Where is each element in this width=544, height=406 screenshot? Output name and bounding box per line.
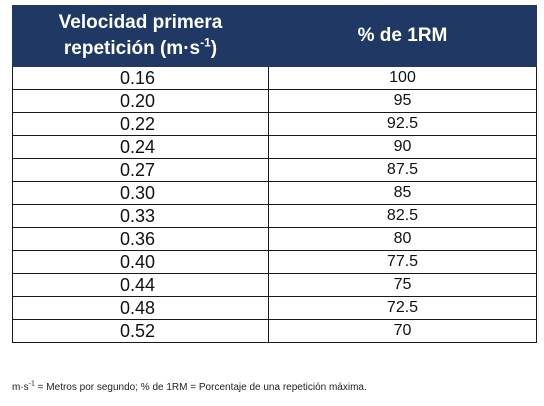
- header-row: Velocidad primera repetición (m·s-1) % de…: [12, 5, 537, 67]
- percent-cell: 75: [268, 273, 537, 297]
- percent-cell: 70: [268, 319, 537, 343]
- footnote: m·s-1 = Metros por segundo; % de 1RM = P…: [12, 380, 367, 393]
- table-row: 0.36 80: [12, 227, 537, 251]
- velocity-cell: 0.44: [12, 273, 269, 297]
- table-row: 0.44 75: [12, 273, 537, 297]
- velocity-cell: 0.52: [12, 319, 269, 343]
- velocity-cell: 0.20: [12, 89, 269, 113]
- velocity-cell: 0.24: [12, 135, 269, 159]
- table-row: 0.40 77.5: [12, 250, 537, 274]
- percent-cell: 100: [268, 66, 537, 90]
- velocity-cell: 0.48: [12, 296, 269, 320]
- percent-cell: 87.5: [268, 158, 537, 182]
- table-header: Velocidad primera repetición (m·s-1) % de…: [12, 5, 537, 67]
- table-row: 0.52 70: [12, 319, 537, 343]
- velocity-cell: 0.30: [12, 181, 269, 205]
- footnote-text: = Metros por segundo; % de 1RM = Porcent…: [34, 382, 367, 393]
- header-velocity-superscript: -1: [200, 35, 211, 50]
- header-velocity-line1: Velocidad primera: [58, 12, 223, 33]
- velocity-cell: 0.27: [12, 158, 269, 182]
- table-body: 0.16 100 0.20 95 0.22 92.5 0.24 90 0.27 87.5 0.30 8…: [12, 66, 537, 343]
- table-row: 0.30 85: [12, 181, 537, 205]
- table-row: 0.33 82.5: [12, 204, 537, 228]
- percent-cell: 82.5: [268, 204, 537, 228]
- velocity-cell: 0.36: [12, 227, 269, 251]
- velocity-cell: 0.33: [12, 204, 269, 228]
- velocity-cell: 0.16: [12, 66, 269, 90]
- table-row: 0.16 100: [12, 66, 537, 90]
- velocity-cell: 0.22: [12, 112, 269, 136]
- table-row: 0.22 92.5: [12, 112, 537, 136]
- header-velocity: Velocidad primera repetición (m·s-1): [12, 5, 269, 67]
- footnote-unit: m·s: [12, 382, 29, 393]
- table-row: 0.48 72.5: [12, 296, 537, 320]
- percent-cell: 80: [268, 227, 537, 251]
- velocity-cell: 0.40: [12, 250, 269, 274]
- header-velocity-close: ): [210, 38, 218, 59]
- velocity-table-container: Velocidad primera repetición (m·s-1) % de…: [12, 5, 537, 343]
- percent-cell: 90: [268, 135, 537, 159]
- table-row: 0.20 95: [12, 89, 537, 113]
- velocity-percent-table: Velocidad primera repetición (m·s-1) % de…: [12, 5, 537, 343]
- footnote-unit-superscript: -1: [28, 380, 35, 388]
- header-velocity-line2: repetición (m·s: [63, 38, 201, 59]
- percent-cell: 77.5: [268, 250, 537, 274]
- table-row: 0.27 87.5: [12, 158, 537, 182]
- percent-cell: 85: [268, 181, 537, 205]
- percent-cell: 72.5: [268, 296, 537, 320]
- percent-cell: 92.5: [268, 112, 537, 136]
- percent-cell: 95: [268, 89, 537, 113]
- header-percent-1rm: % de 1RM: [268, 5, 537, 67]
- table-row: 0.24 90: [12, 135, 537, 159]
